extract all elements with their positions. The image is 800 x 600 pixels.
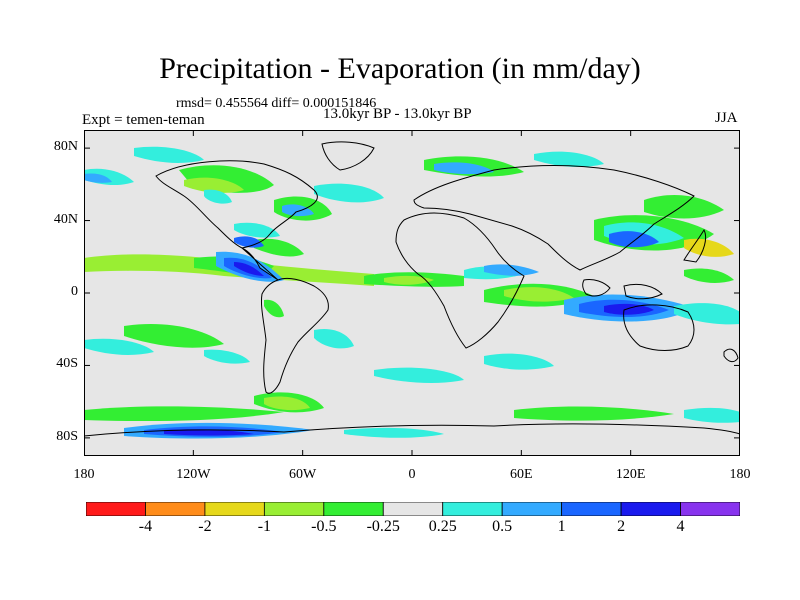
coastlines [84, 141, 740, 456]
colorbar-label: -2 [198, 518, 212, 535]
colorbar-swatch [263, 502, 325, 516]
experiment-label: Expt = temen-teman [82, 112, 205, 128]
colorbar-label: 1 [557, 518, 566, 535]
figure-title: Precipitation - Evaporation (in mm/day) [159, 52, 641, 85]
colorbar-swatch [501, 502, 563, 516]
lon-label: 60E [510, 467, 533, 482]
colorbar-swatch [442, 502, 503, 516]
lon-label: 0 [408, 467, 416, 482]
period-label: 13.0kyr BP - 13.0kyr BP [323, 106, 472, 122]
lon-label: 120W [176, 467, 211, 482]
colorbar-swatch [86, 502, 146, 516]
colorbar-label: 0.25 [428, 518, 457, 535]
colorbar-swatch [145, 502, 206, 516]
colorbar-label: 0.5 [492, 518, 513, 535]
colorbar-swatch [680, 502, 740, 516]
lat-label: 40S [56, 356, 78, 372]
colorbar-label: -1 [257, 518, 272, 535]
colorbar-swatch [382, 502, 444, 516]
colorbar-label: 4 [676, 518, 685, 535]
lat-label: 80N [53, 139, 78, 155]
colorbar [86, 502, 740, 516]
colorbar-swatch [561, 502, 622, 516]
season-label: JJA [715, 110, 738, 126]
lon-label: 60W [289, 467, 317, 482]
lon-label: 120E [615, 467, 646, 482]
colorbar-label: 2 [617, 518, 626, 535]
lat-label: 0 [71, 284, 78, 299]
colorbar-label: -0.25 [366, 518, 400, 535]
axis-ticks [84, 130, 740, 456]
lon-label: 180 [729, 467, 751, 482]
lat-label: 80S [56, 428, 78, 444]
colorbar-swatch [620, 502, 681, 516]
map-plot [84, 130, 740, 456]
lat-label: 40N [53, 211, 78, 227]
lon-label: 180 [73, 467, 95, 482]
stats-text: rmsd= 0.455564 diff= 0.000151846 [176, 96, 377, 111]
colorbar-label: -4 [138, 518, 153, 535]
colorbar-swatch [323, 502, 384, 516]
colorbar-swatch [204, 502, 265, 516]
colorbar-label: -0.5 [311, 518, 337, 535]
